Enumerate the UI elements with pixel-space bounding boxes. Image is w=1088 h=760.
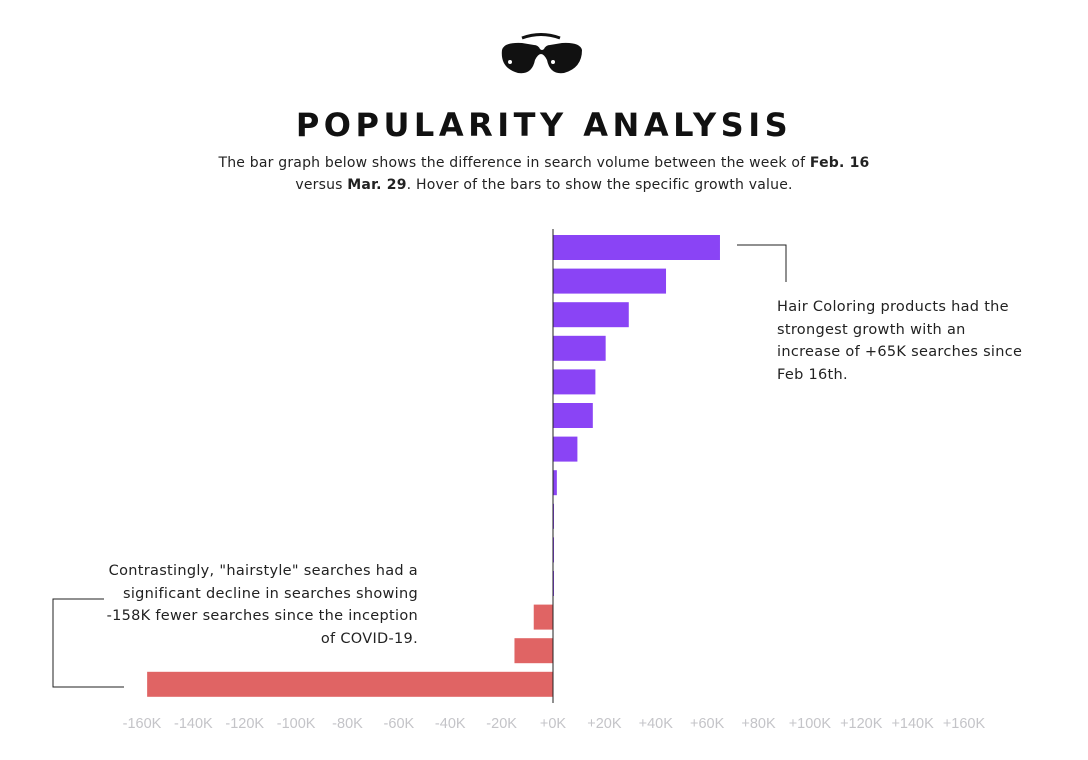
page-title: POPULARITY ANALYSIS [295,106,793,144]
sunglasses-icon [501,33,582,74]
x-tick-label: +0K [540,716,567,732]
page-subtitle: The bar graph below shows the difference… [194,152,894,196]
subtitle-text-2: versus [295,177,348,193]
bar[interactable] [553,403,593,428]
x-tick-label: +40K [639,716,674,732]
bar[interactable] [553,436,578,462]
subtitle-date-feb: Feb. 16 [809,155,870,171]
subtitle-text-1: The bar graph below shows the difference… [218,155,810,171]
bars-group [147,235,720,697]
x-tick-label: -160K [123,716,162,732]
bar[interactable] [553,335,606,361]
x-tick-label: -140K [174,716,213,732]
annotation-leader-lines [52,244,787,688]
x-tick-label: +140K [891,716,934,732]
x-tick-label: -60K [384,716,415,732]
x-tick-label: +100K [789,716,832,732]
bottom-annotation-leader [52,598,124,688]
bar[interactable] [553,470,557,496]
top-annotation-leader [737,244,787,282]
bar[interactable] [553,302,629,328]
top-annotation-text: Hair Coloring products had the strongest… [777,299,1023,383]
bottom-annotation-text: Contrastingly, "hairstyle" searches had … [106,563,418,647]
x-tick-label: +120K [840,716,883,732]
x-tick-label: -40K [435,716,466,732]
x-tick-label: -100K [277,716,316,732]
x-tick-label: +60K [690,716,725,732]
bar[interactable] [533,604,553,630]
x-tick-label: -120K [225,716,264,732]
subtitle-date-mar: Mar. 29 [347,177,407,193]
bar[interactable] [553,268,667,294]
subtitle-text-3: . Hover of the bars to show the specific… [406,177,793,193]
bar[interactable] [553,369,596,395]
x-tick-label: +20K [587,716,622,732]
bar[interactable] [553,235,720,260]
bar[interactable] [514,638,553,664]
x-tick-label: +160K [943,716,986,732]
x-tick-label: -20K [486,716,517,732]
x-axis-ticks: -160K -140K -120K -100K -80K -60K -40K -20K +0K +… [123,716,986,732]
bar[interactable] [147,671,553,697]
x-tick-label: -80K [332,716,363,732]
x-tick-label: +80K [741,716,776,732]
